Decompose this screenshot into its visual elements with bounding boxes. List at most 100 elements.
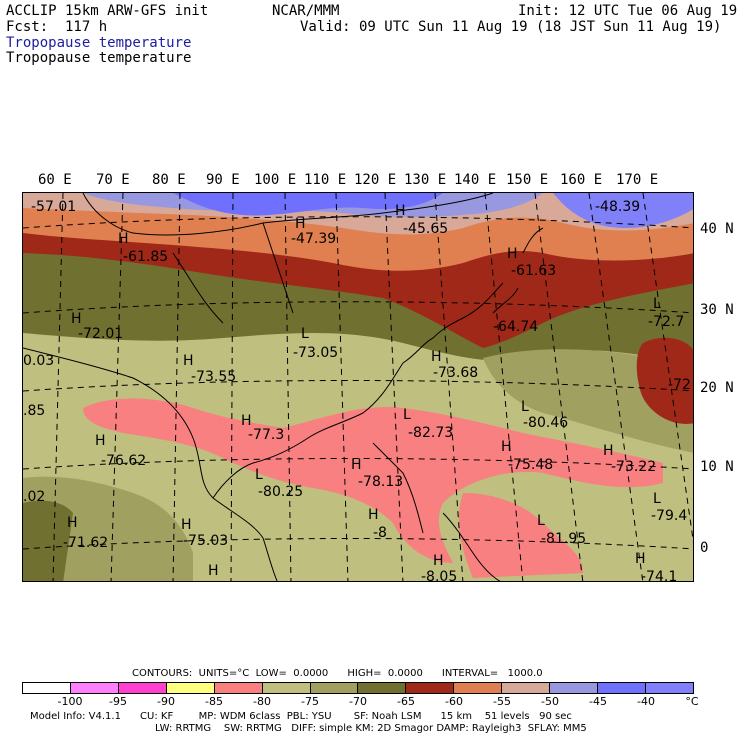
map-label: -71.62 (63, 535, 108, 551)
field-title-primary: Tropopause temperature (6, 35, 192, 51)
colorbar-swatch (262, 683, 311, 693)
lon-label: 140 E (454, 172, 497, 188)
field-title-secondary: Tropopause temperature (6, 50, 192, 66)
map-label: H (395, 203, 406, 219)
field-band-minus40 (553, 193, 693, 228)
lon-label: 160 E (560, 172, 603, 188)
map-label: H (507, 246, 518, 262)
colorbar-tick-label: -50 (541, 695, 559, 708)
map-label: -78.13 (358, 474, 403, 490)
lon-label: 60 E (38, 172, 72, 188)
lon-label: 120 E (354, 172, 397, 188)
map-label: -48.39 (595, 199, 640, 215)
colorbar-tick-label: -90 (157, 695, 175, 708)
map-label: -75.48 (508, 457, 553, 473)
colorbar-tick-label: -70 (349, 695, 367, 708)
colorbar-swatch (406, 683, 455, 693)
map-label: -8.05 (421, 569, 457, 582)
map-label: L (653, 491, 661, 507)
map-label: H (208, 563, 219, 579)
map-label: -72.7 (648, 314, 684, 330)
map-label: .02 (23, 489, 45, 505)
colorbar-tick-label: -55 (493, 695, 511, 708)
lat-label: 0 (700, 540, 709, 556)
map-label: H (635, 551, 646, 567)
map-label: L (301, 326, 309, 342)
map-label: -72.01 (78, 326, 123, 342)
lon-label: 110 E (304, 172, 347, 188)
map-label: -45.65 (403, 221, 448, 237)
org-label: NCAR/MMM (272, 3, 340, 19)
map-label: L (403, 407, 411, 423)
valid-time: Valid: 09 UTC Sun 11 Aug 19 (18 JST Sun … (300, 19, 722, 35)
map-label: H (295, 216, 306, 232)
map-label: H (433, 553, 444, 569)
map-label: -76.62 (101, 453, 146, 469)
colorbar-tick-label: -95 (109, 695, 127, 708)
map-label: H (95, 433, 106, 449)
map-canvas: -57.01 H -61.85 H -47.39 H -45.65 -48.39… (23, 193, 693, 582)
graticule (23, 193, 693, 581)
coastlines (23, 193, 544, 581)
map-label: H (431, 349, 442, 365)
model-info-line2: LW: RRTMG SW: RRTMG DIFF: simple KM: 2D … (155, 723, 587, 734)
init-time: Init: 12 UTC Tue 06 Aug 19 (518, 3, 738, 19)
map-label: H (183, 353, 194, 369)
map-label: -75.03 (183, 533, 228, 549)
lon-label: 100 E (254, 172, 297, 188)
map-label: -80.46 (523, 415, 568, 431)
map-label: -47.39 (291, 231, 336, 247)
field-band-minus80 (83, 398, 663, 563)
lon-label: 80 E (152, 172, 186, 188)
map-label: -81.95 (541, 531, 586, 547)
colorbar-swatch (214, 683, 263, 693)
map-label: -73.55 (191, 369, 236, 385)
colorbar-swatch (645, 683, 693, 693)
colorbar-swatch (310, 683, 359, 693)
map-label: -57.01 (31, 199, 76, 215)
map-label: -73.68 (433, 365, 478, 381)
lat-label: 40 N (700, 221, 734, 237)
colorbar-tick-label: °C (685, 695, 699, 708)
field-band-minus65 (23, 233, 693, 348)
colorbar-swatch (166, 683, 215, 693)
colorbar-tick-label: -45 (589, 695, 607, 708)
colorbar-swatch (502, 683, 551, 693)
map-label: -82.73 (408, 425, 453, 441)
colorbar-tick-label: -80 (253, 695, 271, 708)
model-info-line1: Model Info: V4.1.1 CU: KF MP: WDM 6class… (30, 711, 572, 722)
map-annotations: -57.01 H -61.85 H -47.39 H -45.65 -48.39… (23, 199, 691, 582)
map-label: H (368, 507, 379, 523)
map-label: L (255, 467, 263, 483)
colorbar (22, 682, 694, 694)
colorbar-swatch (118, 683, 167, 693)
lat-label: 10 N (700, 459, 734, 475)
lon-label: 70 E (96, 172, 130, 188)
lon-label: 90 E (206, 172, 240, 188)
lon-label: 170 E (616, 172, 659, 188)
colorbar-swatch (454, 683, 503, 693)
map-label: -8 (373, 525, 387, 541)
map-label: -64.74 (493, 319, 538, 335)
colorbar-tick-label: -100 (57, 695, 83, 708)
map-label: H (501, 439, 512, 455)
map-label: H (603, 443, 614, 459)
map-label: -77.3 (248, 427, 284, 443)
map-label: H (241, 413, 252, 429)
lat-label: 30 N (700, 302, 734, 318)
lat-label: 20 N (700, 380, 734, 396)
lon-label: 130 E (404, 172, 447, 188)
colorbar-tick-label: -85 (205, 695, 223, 708)
tropopause-temperature-map: -57.01 H -61.85 H -47.39 H -45.65 -48.39… (22, 192, 694, 582)
map-label: H (67, 515, 78, 531)
colorbar-tick-label: -40 (637, 695, 655, 708)
map-label: -73.22 (611, 459, 656, 475)
field-band-east-patch (636, 337, 693, 424)
contour-info: CONTOURS: UNITS=°C LOW= 0.0000 HIGH= 0.0… (132, 668, 543, 679)
model-title: ACCLIP 15km ARW-GFS init (6, 3, 209, 19)
colorbar-tick-label: -65 (397, 695, 415, 708)
map-label: -80.25 (258, 484, 303, 500)
forecast-hour: Fcst: 117 h (6, 19, 108, 35)
colorbar-swatch (358, 683, 407, 693)
map-label: -73.05 (293, 345, 338, 361)
